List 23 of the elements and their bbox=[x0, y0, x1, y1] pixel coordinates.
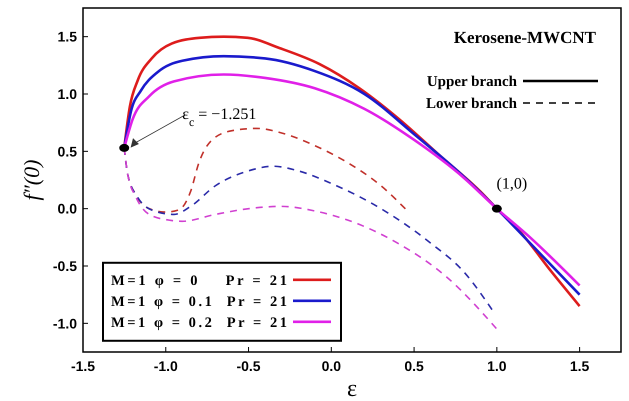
y-tick-label: -1.0 bbox=[52, 315, 78, 332]
y-tick-label: -0.5 bbox=[52, 258, 78, 274]
x-axis-title: ε bbox=[346, 376, 358, 401]
x-tick-label: -0.5 bbox=[236, 358, 261, 374]
legend-label: M=1 φ = 0.2 Pr = 21 bbox=[111, 314, 287, 331]
x-tick-label: -1.5 bbox=[70, 358, 96, 374]
y-tick-label: 1.5 bbox=[58, 28, 78, 45]
x-tick-label: 0.5 bbox=[404, 358, 424, 374]
annotation: (1,0) bbox=[496, 176, 528, 193]
x-tick-label: 1.0 bbox=[487, 358, 507, 374]
y-tick-label: 0.5 bbox=[58, 143, 78, 160]
text: Kerosene-MWCNT bbox=[454, 28, 597, 47]
annotation: Lower branch bbox=[426, 96, 518, 112]
x-tick-label: 1.5 bbox=[570, 358, 590, 374]
x-tick-label: 0.0 bbox=[322, 358, 342, 374]
y-tick-label: 1.0 bbox=[58, 86, 78, 102]
y-axis-title: f″(0) bbox=[19, 160, 44, 200]
y-tick-label: 0.0 bbox=[58, 200, 78, 217]
annotation: Upper branch bbox=[426, 74, 518, 90]
annotation: ε$_{c}$ = −1.251 bbox=[182, 106, 256, 129]
x-tick-label: -1.0 bbox=[154, 358, 178, 374]
legend-label: M=1 φ = 0.1 Pr = 21 bbox=[111, 294, 287, 310]
legend-label: M=1 φ = 0 Pr = 21 bbox=[111, 272, 287, 289]
